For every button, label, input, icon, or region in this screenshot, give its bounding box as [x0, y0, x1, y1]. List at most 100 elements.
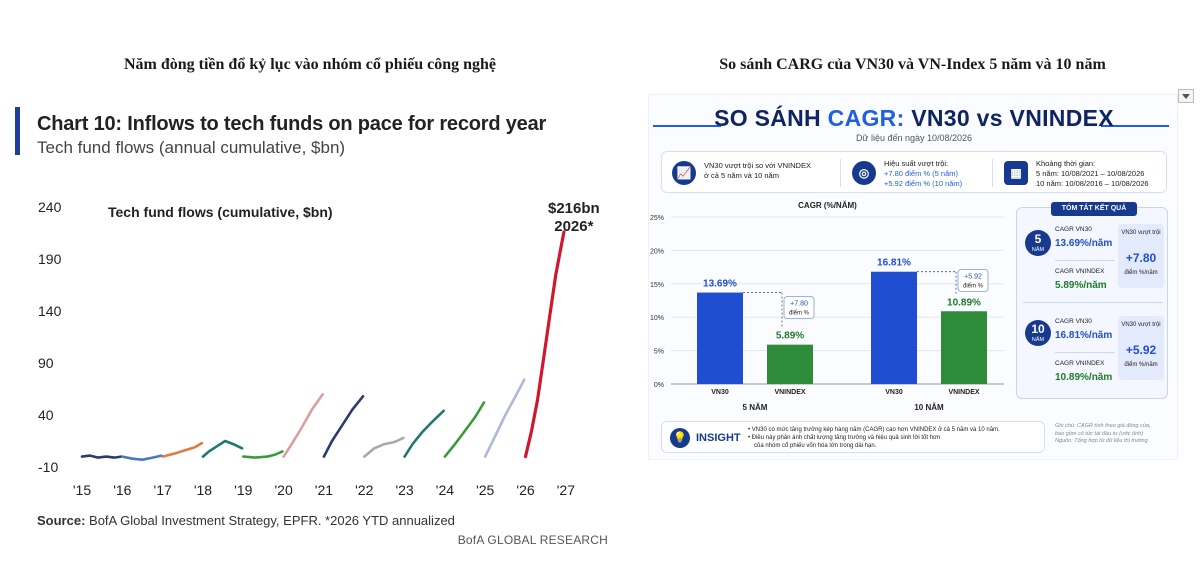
dropdown-arrow-icon[interactable] [1178, 89, 1194, 103]
period-badge-10y: 10 NĂM [1025, 320, 1051, 346]
x-tick-label: '15 [73, 482, 91, 498]
brand-label: BofA GLOBAL RESEARCH [457, 533, 608, 547]
insight-line: • VN30 có mức tăng trưởng kép hàng năm (… [748, 427, 1000, 433]
y-tick-label: 15% [650, 282, 664, 289]
period-badge-5y: 5 NĂM [1025, 230, 1051, 256]
result-value: 16.81%/năm [1055, 330, 1113, 341]
y-tick-label: 140 [38, 303, 62, 319]
insight-box: 💡 INSIGHT • VN30 có mức tăng trưởng kép … [661, 421, 1045, 453]
lightbulb-icon: 💡 [670, 428, 690, 448]
bar [697, 292, 743, 384]
divider [840, 159, 841, 187]
chart-subtitle: Tech fund flows (annual cumulative, $bn) [37, 138, 346, 157]
x-tick-label: '25 [476, 482, 494, 498]
x-tick-label: '19 [234, 482, 252, 498]
result-label: CAGR VNINDEX [1055, 268, 1105, 275]
bar-series-label: VN30 [711, 389, 729, 396]
result-title: TÓM TẮT KẾT QUẢ [1051, 202, 1137, 216]
tech-flows-chart: Chart 10: Inflows to tech funds on pace … [12, 97, 612, 557]
card-value: +7.80 [1125, 251, 1157, 265]
line-chart-svg: -10 40 90 140 190 240 '15 '16 '17 '18 '19 '20 '21 '22… [38, 199, 600, 498]
note-line: bao gồm cổ tức tái đầu tư (ước tính) [1055, 430, 1144, 437]
badge-number: 10 [1031, 322, 1045, 336]
series-line [282, 392, 324, 458]
diff-badge [957, 269, 989, 292]
summary-line: +5.92 điểm % (10 năm) [884, 179, 963, 188]
summary-box: 📈 VN30 vượt trội so với VNINDEX ở cả 5 n… [661, 151, 1167, 193]
infographic-title: SO SÁNH CAGR: VN30 vs VNINDEX [649, 105, 1179, 132]
inner-chart-label: Tech fund flows (cumulative, $bn) [108, 204, 333, 220]
result-value: 13.69%/năm [1055, 238, 1113, 249]
diff-value: +5.92 [964, 273, 982, 280]
y-tick-label: 20% [650, 248, 664, 255]
x-tick-label: '23 [395, 482, 413, 498]
title-part: SO SÁNH [714, 105, 828, 131]
badge-unit: NĂM [1031, 247, 1045, 253]
result-label: CAGR VN30 [1055, 226, 1092, 233]
category-label: 5 NĂM [743, 403, 768, 412]
badge-number: 5 [1034, 232, 1042, 246]
series-line [443, 401, 486, 458]
x-tick-label: '24 [436, 482, 454, 498]
bar [941, 311, 987, 384]
series-line [483, 378, 526, 458]
source-label: Source: [37, 513, 86, 528]
result-value: 10.89%/năm [1055, 372, 1113, 383]
bar-series-label: VN30 [885, 389, 903, 396]
series-line [201, 439, 244, 458]
x-tick-label: '26 [516, 482, 534, 498]
result-summary-box: TÓM TẮT KẾT QUẢ 5 NĂM CAGR VN30 13.69%/nă… [1016, 202, 1168, 399]
x-tick-label: '21 [315, 482, 333, 498]
card-unit: điểm %/năm [1124, 270, 1158, 276]
y-tick-label: 0% [654, 382, 664, 389]
chart-up-icon: 📈 [672, 161, 696, 185]
bar-chart-title: CAGR (%/NĂM) [798, 201, 857, 210]
callout-value: $216bn [548, 200, 600, 217]
bar [767, 344, 813, 384]
outperform-card-10y: VN30 vượt trội +5.92 điểm %/năm [1118, 316, 1164, 380]
title-decor-line [1101, 125, 1169, 127]
chart-title: Chart 10: Inflows to tech funds on pace … [37, 113, 547, 135]
x-tick-label: '22 [355, 482, 373, 498]
summary-item-performance: Hiệu suất vượt trội: +7.80 điểm % (5 năm… [884, 159, 962, 189]
result-value: 5.89%/năm [1055, 280, 1107, 291]
diff-unit: điểm % [963, 282, 984, 289]
source-note: Source: BofA Global Investment Strategy,… [37, 513, 455, 528]
result-label: CAGR VN30 [1055, 318, 1092, 325]
y-tick-label: 40 [38, 407, 54, 423]
source-text: BofA Global Investment Strategy, EPFR. *… [85, 513, 455, 528]
card-value: +5.92 [1125, 343, 1157, 357]
divider [1055, 352, 1115, 353]
footnote: Ghi chú: CAGR tính theo giá đóng cửa, ba… [1055, 423, 1175, 446]
series-line [80, 454, 123, 459]
note-line: Ghi chú: CAGR tính theo giá đóng cửa, [1055, 423, 1151, 429]
diff-value: +7.80 [790, 301, 808, 308]
result-label: CAGR VNINDEX [1055, 360, 1105, 367]
bar-series-label: VNINDEX [774, 389, 805, 396]
y-tick-label: 90 [38, 355, 54, 371]
divider [1055, 260, 1115, 261]
y-tick-label: 10% [650, 315, 664, 322]
series-line [523, 230, 566, 459]
title-decor-line [653, 125, 721, 127]
left-heading: Năm đòng tiền đổ kỷ lục vào nhóm cổ phiế… [123, 56, 497, 73]
x-tick-label: '16 [113, 482, 131, 498]
right-heading: So sánh CARG của VN30 và VN-Index 5 năm … [719, 56, 1106, 73]
x-tick-label: '20 [274, 482, 292, 498]
series-line [121, 454, 163, 461]
card-label: VN30 vượt trội [1121, 322, 1161, 328]
summary-line: VN30 vượt trội so với VNINDEX [704, 161, 811, 170]
summary-item-outperform: VN30 vượt trội so với VNINDEX ở cả 5 năm… [704, 161, 811, 181]
badge-unit: NĂM [1031, 337, 1045, 343]
diff-unit: điểm % [789, 310, 810, 317]
outperform-card-5y: VN30 vượt trội +7.80 điểm %/năm [1118, 224, 1164, 288]
x-tick-label: '18 [194, 482, 212, 498]
y-tick-label: 25% [650, 215, 664, 222]
y-tick-label: 5% [654, 349, 664, 356]
bar-value-label: 10.89% [947, 297, 981, 308]
summary-line: Khoảng thời gian: [1036, 159, 1096, 168]
cagr-infographic: SO SÁNH CAGR: VN30 vs VNINDEX Dữ liệu đế… [648, 94, 1178, 460]
series-line [403, 409, 445, 458]
insight-line: • Điều này phản ánh chất lượng tăng trưở… [748, 435, 941, 441]
bar-series-label: VNINDEX [948, 389, 979, 396]
